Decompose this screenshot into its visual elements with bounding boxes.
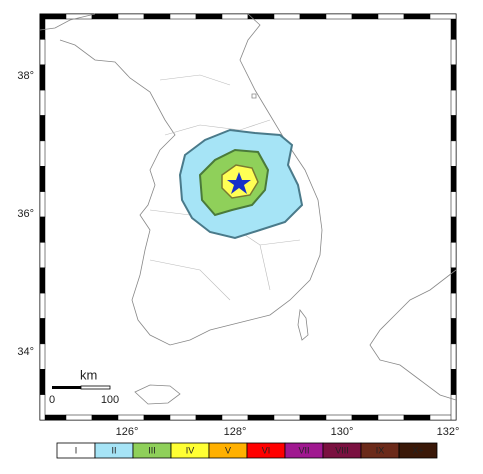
scale-segment xyxy=(80,385,111,390)
frame-tick xyxy=(221,414,249,421)
frame-tick xyxy=(169,414,197,421)
intensity-legend: I II III IV V VI VII VIII IX X+ xyxy=(56,442,438,459)
frame-tick xyxy=(429,13,457,20)
china-coast xyxy=(39,13,96,31)
frame-tick xyxy=(39,64,46,91)
frame-tick xyxy=(221,13,249,20)
frame-tick xyxy=(39,140,46,167)
frame-tick xyxy=(169,13,197,20)
legend-label: V xyxy=(225,445,231,455)
intensity-contours xyxy=(178,128,304,240)
japan-coast xyxy=(369,269,457,401)
scale-end: 100 xyxy=(101,394,119,406)
scale-start: 0 xyxy=(49,394,55,406)
legend-label: I xyxy=(75,445,78,455)
frame-tick xyxy=(65,414,93,421)
frame-tick xyxy=(450,369,457,395)
legend-label: VIII xyxy=(335,445,349,455)
frame-tick xyxy=(450,343,457,370)
frame-tick xyxy=(39,216,46,243)
frame-tick xyxy=(351,13,379,20)
jeju xyxy=(134,384,181,405)
lat-label: 38° xyxy=(17,70,34,82)
frame-tick xyxy=(450,242,457,268)
frame-tick xyxy=(39,242,46,268)
frame-tick xyxy=(377,13,405,20)
frame-tick xyxy=(299,414,327,421)
legend-label: X+ xyxy=(412,445,423,455)
scale-segment xyxy=(52,386,81,389)
frame-tick xyxy=(195,13,223,20)
frame-tick xyxy=(325,13,353,20)
frame-tick xyxy=(247,414,275,421)
frame-tick xyxy=(377,414,405,421)
frame-tick xyxy=(39,39,46,65)
legend-swatch xyxy=(398,442,438,459)
frame-tick xyxy=(39,343,46,370)
frame-tick xyxy=(195,414,223,421)
frame-tick xyxy=(39,394,46,421)
frame-tick xyxy=(39,166,46,192)
frame-tick xyxy=(39,292,46,319)
frame-tick xyxy=(450,64,457,91)
lon-label: 126° xyxy=(116,426,139,438)
frame-tick xyxy=(39,115,46,142)
frame-tick xyxy=(450,292,457,319)
lon-label: 128° xyxy=(224,426,247,438)
frame-tick xyxy=(450,115,457,142)
frame-tick xyxy=(450,394,457,421)
axis-labels: 38° 36° 34° 126° 128° 130° 132° xyxy=(17,70,459,438)
frame-tick xyxy=(450,140,457,167)
frame-tick xyxy=(39,13,46,40)
legend-label: IV xyxy=(186,445,195,455)
frame-tick xyxy=(39,191,46,218)
lon-label: 132° xyxy=(437,426,460,438)
frame-tick xyxy=(325,414,353,421)
legend-label: III xyxy=(148,445,156,455)
legend-label: VI xyxy=(262,445,271,455)
legend-label: II xyxy=(111,445,116,455)
frame-tick xyxy=(299,13,327,20)
legend-label: VII xyxy=(298,445,309,455)
frame-tick xyxy=(403,414,431,421)
frame-tick xyxy=(247,13,275,20)
lat-label: 34° xyxy=(17,346,34,358)
frame-tick xyxy=(91,13,119,20)
frame-tick xyxy=(143,13,171,20)
frame-tick xyxy=(117,13,145,20)
tsushima xyxy=(297,308,309,341)
frame-tick xyxy=(450,318,457,345)
frame-tick xyxy=(450,166,457,192)
lon-label: 130° xyxy=(331,426,354,438)
frame-tick xyxy=(450,89,457,116)
frame-tick xyxy=(39,267,46,294)
frame-tick xyxy=(273,13,301,20)
frame-tick xyxy=(273,414,301,421)
frame-tick xyxy=(450,216,457,243)
frame-tick xyxy=(450,39,457,65)
frame-tick xyxy=(143,414,171,421)
scale-unit: km xyxy=(80,367,97,382)
frame-tick xyxy=(450,191,457,218)
frame-tick xyxy=(403,13,431,20)
frame-tick xyxy=(351,414,379,421)
frame-tick xyxy=(39,318,46,345)
legend-label: IX xyxy=(376,445,385,455)
frame-tick xyxy=(39,89,46,116)
epicenter xyxy=(227,172,251,194)
frame-tick xyxy=(91,414,119,421)
frame-tick xyxy=(117,414,145,421)
ulleung xyxy=(251,93,257,99)
scale-bar: km 0 100 xyxy=(49,367,119,405)
lat-label: 36° xyxy=(17,208,34,220)
frame-tick xyxy=(39,369,46,395)
